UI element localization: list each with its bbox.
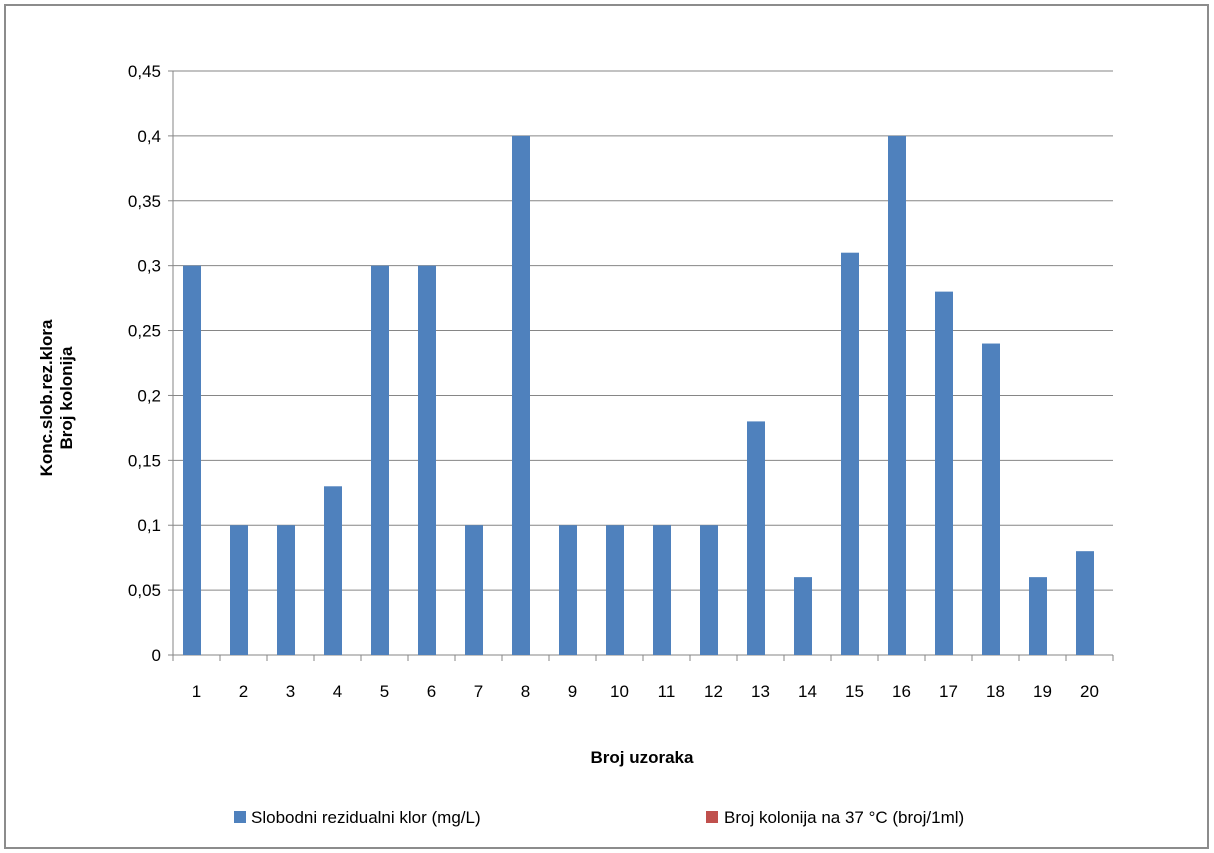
y-axis-label-line2: Broj kolonija bbox=[57, 346, 76, 450]
x-tick-label: 5 bbox=[380, 682, 389, 701]
bar-series-1-sample-19 bbox=[1029, 577, 1047, 655]
y-tick-label: 0,35 bbox=[128, 192, 161, 211]
legend-swatch-series-1 bbox=[234, 811, 246, 823]
y-tick-label: 0,2 bbox=[137, 386, 161, 405]
x-tick-label: 19 bbox=[1033, 682, 1052, 701]
legend-swatch-series-2 bbox=[706, 811, 718, 823]
x-axis bbox=[172, 71, 1114, 661]
x-tick-label: 4 bbox=[333, 682, 342, 701]
x-tick-label: 18 bbox=[986, 682, 1005, 701]
y-tick-label: 0,15 bbox=[128, 451, 161, 470]
y-tick-label: 0,45 bbox=[128, 62, 161, 81]
x-tick-label: 13 bbox=[751, 682, 770, 701]
bar-series-1-sample-11 bbox=[653, 525, 671, 655]
y-tick-label: 0 bbox=[152, 646, 161, 665]
bar-series-1-sample-16 bbox=[888, 135, 906, 655]
bar-series-1-sample-15 bbox=[841, 252, 859, 655]
legend-label-series-2: Broj kolonija na 37 °C (broj/1ml) bbox=[724, 808, 964, 827]
x-tick-label: 9 bbox=[568, 682, 577, 701]
x-tick-label: 1 bbox=[192, 682, 201, 701]
gridlines bbox=[173, 70, 1113, 591]
bar-series-1-sample-1 bbox=[183, 265, 201, 655]
bar-series-1-sample-13 bbox=[747, 421, 765, 655]
bar-series-1-sample-2 bbox=[230, 525, 248, 655]
bar-series-1-sample-5 bbox=[371, 265, 389, 655]
y-tick-label: 0,3 bbox=[137, 257, 161, 276]
x-tick-label: 6 bbox=[427, 682, 436, 701]
bar-series-1-sample-8 bbox=[512, 135, 530, 655]
bar-series-1-sample-20 bbox=[1076, 551, 1094, 655]
x-tick-label: 16 bbox=[892, 682, 911, 701]
x-tick-label: 10 bbox=[610, 682, 629, 701]
x-tick-label: 8 bbox=[521, 682, 530, 701]
bar-series-1-sample-9 bbox=[559, 525, 577, 655]
x-tick-label: 15 bbox=[845, 682, 864, 701]
x-tick-label: 12 bbox=[704, 682, 723, 701]
x-tick-label: 20 bbox=[1080, 682, 1099, 701]
bar-series-1-sample-14 bbox=[794, 577, 812, 655]
y-tick-label: 0,1 bbox=[137, 516, 161, 535]
chart-frame bbox=[4, 4, 1209, 849]
y-tick-label: 0,25 bbox=[128, 322, 161, 341]
x-tick-label: 17 bbox=[939, 682, 958, 701]
y-tick-label: 0,05 bbox=[128, 581, 161, 600]
legend-label-series-1: Slobodni rezidualni klor (mg/L) bbox=[251, 808, 481, 827]
bar-series-1-sample-17 bbox=[935, 291, 953, 655]
x-tick-label: 2 bbox=[239, 682, 248, 701]
y-axis-label-line1: Konc.slob.rez.klora bbox=[37, 319, 56, 476]
x-tick-label: 7 bbox=[474, 682, 483, 701]
y-axis-ticks: 0 0,05 0,1 0,15 0,2 0,25 0,3 0,35 0,4 0,45 bbox=[128, 62, 173, 665]
x-axis-label: Broj uzoraka bbox=[591, 748, 695, 767]
bar-series-1-sample-4 bbox=[324, 486, 342, 655]
x-tick-label: 14 bbox=[798, 682, 817, 701]
bars bbox=[183, 135, 1094, 655]
x-tick-labels: 1 2 3 4 5 6 7 8 9 10 11 12 13 14 15 16 17 18 19 20 bbox=[192, 682, 1099, 701]
x-tick-label: 11 bbox=[658, 682, 676, 701]
bar-series-1-sample-10 bbox=[606, 525, 624, 655]
bar-series-1-sample-6 bbox=[418, 265, 436, 655]
x-tick-label: 3 bbox=[286, 682, 295, 701]
bar-series-1-sample-7 bbox=[465, 525, 483, 655]
bar-series-1-sample-3 bbox=[277, 525, 295, 655]
bar-series-1-sample-12 bbox=[700, 525, 718, 655]
y-tick-label: 0,4 bbox=[137, 127, 161, 146]
bar-series-1-sample-18 bbox=[982, 343, 1000, 655]
